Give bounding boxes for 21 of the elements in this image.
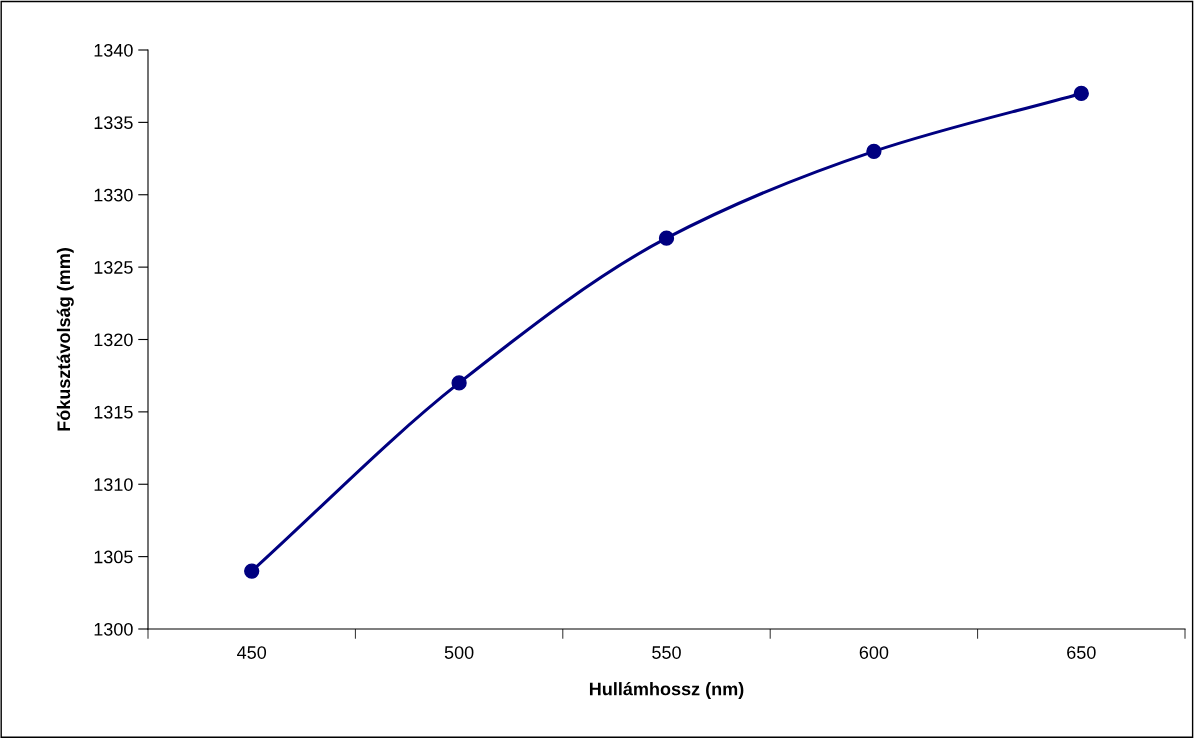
y-tick-label: 1315 — [94, 405, 133, 419]
x-axis-title: Hullámhossz (nm) — [589, 681, 744, 699]
y-tick-label: 1330 — [94, 188, 133, 202]
y-tick-label: 1335 — [94, 116, 133, 130]
x-tick-label: 500 — [444, 646, 474, 659]
point — [658, 230, 675, 246]
y-tick-label: 1300 — [94, 622, 133, 636]
x-tick-label: 650 — [1067, 646, 1096, 659]
x-tick-label: 600 — [859, 646, 889, 659]
point — [1073, 85, 1089, 102]
y-tick-label: 1320 — [94, 333, 133, 347]
point — [451, 375, 467, 391]
x-tick-label: 450 — [237, 646, 267, 659]
point — [244, 563, 260, 579]
y-tick-label: 1310 — [94, 478, 133, 491]
y-tick-label: 1305 — [94, 550, 133, 564]
x-tick-label: 550 — [652, 646, 681, 659]
y-tick-label: 1340 — [94, 43, 133, 57]
y-tick-label: 1325 — [94, 261, 133, 274]
point — [866, 143, 882, 159]
y-axis-title: Fókusztávolság (mm) — [56, 248, 74, 431]
